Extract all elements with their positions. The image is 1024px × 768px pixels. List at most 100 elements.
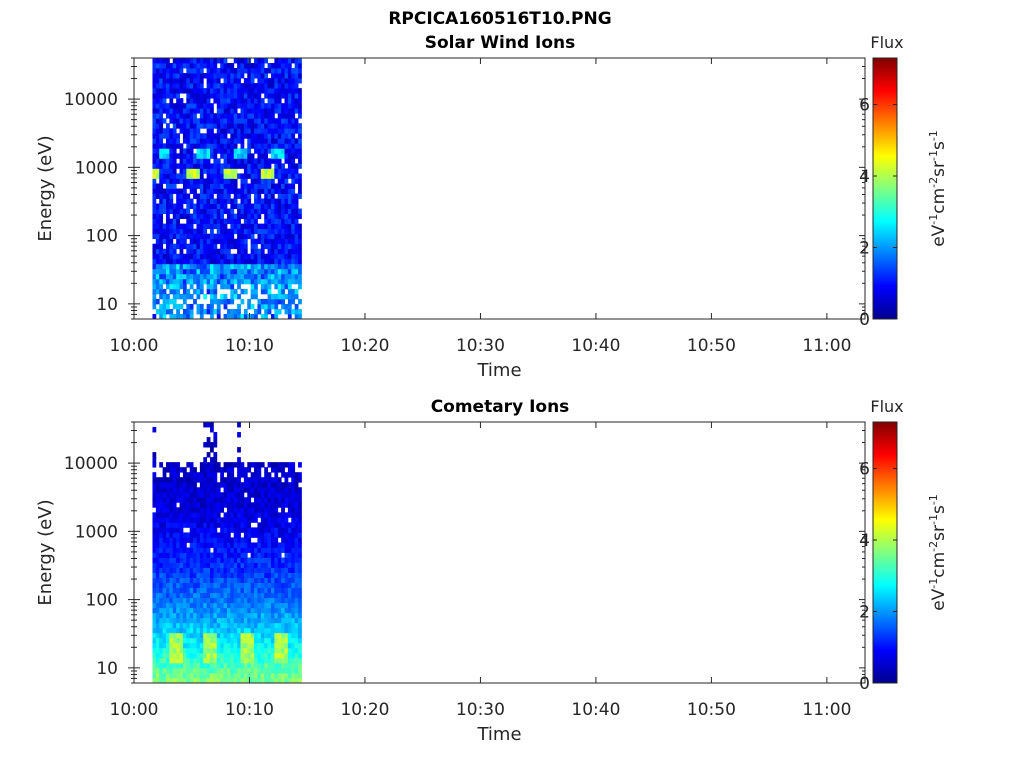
heatmap-cell (182, 672, 187, 679)
heatmap-cell (247, 527, 252, 533)
heatmap-cell (182, 472, 187, 478)
heatmap-cell (152, 482, 157, 488)
heatmap-cell (264, 477, 268, 483)
heatmap-cell (287, 153, 292, 159)
heatmap-cell (223, 537, 228, 543)
heatmap-cell (247, 218, 252, 225)
heatmap-cell (250, 183, 255, 189)
heatmap-cell (260, 153, 265, 159)
heatmap-cell (182, 238, 187, 245)
heatmap-cell (267, 258, 272, 265)
heatmap-cell (230, 652, 235, 659)
heatmap-cell (250, 612, 255, 619)
heatmap-cell (210, 93, 214, 99)
heatmap-cell (155, 532, 160, 538)
heatmap-cell (281, 178, 285, 184)
heatmap-cell (287, 173, 292, 179)
heatmap-cell (210, 667, 214, 674)
heatmap-cell (172, 58, 177, 64)
heatmap-cell (284, 118, 289, 124)
heatmap-cell (240, 203, 245, 209)
x-tick-label: 11:00 (802, 336, 851, 356)
heatmap-cell (284, 103, 289, 109)
heatmap-cell (166, 263, 170, 270)
plot-frame (133, 421, 866, 684)
heatmap-cell (213, 497, 218, 503)
heatmap-cell (166, 652, 170, 659)
heatmap-cell (260, 657, 265, 664)
heatmap-cell (155, 138, 160, 144)
heatmap-cell (284, 592, 289, 599)
heatmap-cell (291, 298, 296, 305)
heatmap-cell (270, 597, 275, 604)
heatmap-cell (243, 158, 248, 164)
heatmap-cell (155, 497, 160, 503)
heatmap-cell (274, 63, 279, 69)
heatmap-cell (264, 308, 268, 315)
heatmap-cell (182, 642, 187, 649)
heatmap-cell (267, 148, 272, 154)
heatmap-cell (237, 128, 241, 134)
heatmap-cell (284, 527, 289, 533)
heatmap-cell (210, 522, 214, 528)
heatmap-cell (159, 163, 164, 169)
heatmap-cell (169, 268, 174, 275)
heatmap-cell (240, 113, 245, 119)
heatmap-cell (287, 298, 292, 305)
heatmap-cell (298, 78, 302, 84)
heatmap-cell (206, 233, 211, 240)
heatmap-cell (250, 627, 255, 634)
heatmap-cell (243, 183, 248, 189)
heatmap-cell (220, 537, 224, 543)
heatmap-cell (284, 293, 289, 300)
heatmap-cell (186, 228, 191, 235)
heatmap-cell (166, 73, 170, 79)
heatmap-cell (291, 512, 296, 518)
heatmap-cell (193, 83, 197, 89)
heatmap-cell (203, 572, 208, 578)
heatmap-cell (233, 173, 238, 179)
heatmap-cell (226, 647, 231, 654)
heatmap-cell (162, 228, 167, 235)
heatmap-cell (287, 223, 292, 230)
heatmap-cell (287, 507, 292, 513)
heatmap-cell (189, 73, 194, 79)
heatmap-cell (213, 138, 218, 144)
heatmap-cell (237, 497, 241, 503)
heatmap-cell (237, 263, 241, 270)
heatmap-cell (196, 572, 201, 578)
heatmap-cell (274, 467, 279, 473)
heatmap-cell (186, 223, 191, 230)
heatmap-cell (281, 153, 285, 159)
heatmap-cell (277, 163, 282, 169)
heatmap-cell (267, 133, 272, 139)
heatmap-cell (169, 597, 174, 604)
heatmap-cell (152, 218, 157, 225)
heatmap-cell (182, 637, 187, 644)
heatmap-cell (159, 138, 164, 144)
heatmap-cell (230, 113, 235, 119)
heatmap-cell (230, 298, 235, 305)
heatmap-cell (247, 303, 252, 310)
heatmap-cell (237, 98, 241, 104)
heatmap-cell (254, 677, 258, 684)
heatmap-cell (206, 652, 211, 659)
heatmap-cell (166, 492, 170, 498)
heatmap-cell (182, 198, 187, 204)
heatmap-cell (220, 517, 224, 523)
heatmap-cell (230, 218, 235, 225)
heatmap-cell (243, 218, 248, 225)
heatmap-cell (223, 228, 228, 235)
heatmap-cell (287, 552, 292, 558)
heatmap-cell (230, 587, 235, 594)
heatmap-cell (186, 173, 191, 179)
heatmap-cell (284, 308, 289, 315)
heatmap-cell (193, 647, 197, 654)
heatmap-cell (260, 163, 265, 169)
heatmap-cell (281, 567, 285, 573)
heatmap-cell (179, 637, 184, 644)
heatmap-cell (169, 487, 174, 493)
heatmap-cell (260, 527, 265, 533)
heatmap-cell (216, 512, 221, 518)
heatmap-cell (247, 592, 252, 599)
